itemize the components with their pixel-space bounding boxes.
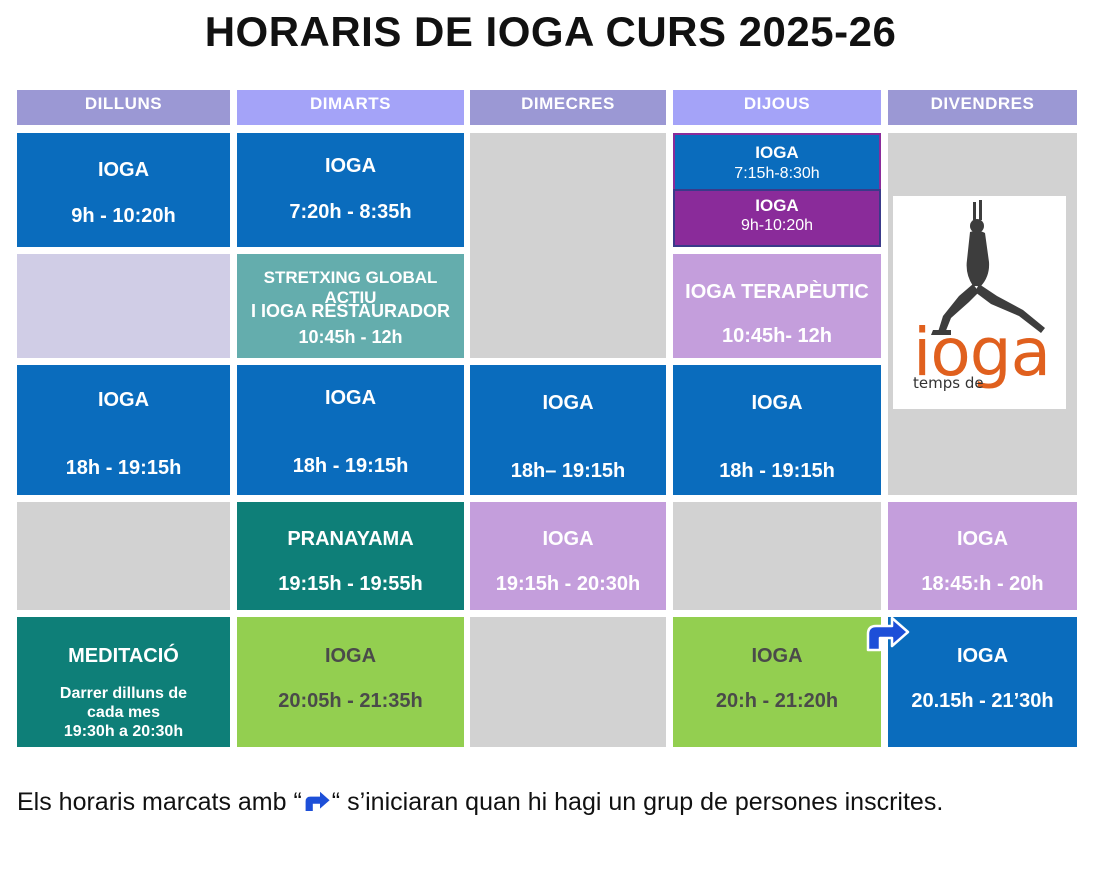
class-time: 10:45h- 12h	[721, 325, 833, 347]
class-fri-r4: IOGA 18:45:h - 20h	[888, 502, 1077, 610]
class-name: IOGA	[97, 389, 150, 411]
class-name: IOGA	[751, 392, 803, 414]
header-wednesday: DIMECRES	[470, 90, 666, 125]
empty-cell-wed-r5	[470, 617, 666, 747]
class-name: IOGA	[542, 392, 594, 414]
class-time: 20:h - 21:20h	[715, 690, 839, 712]
class-wed-r3: IOGA 18h– 19:15h	[470, 365, 666, 495]
class-time: 7:20h - 8:35h	[289, 201, 412, 223]
class-thu-r1b: IOGA 9h-10:20h	[673, 189, 881, 247]
header-friday: DIVENDRES	[888, 90, 1077, 125]
class-time: 18:45:h - 20h	[921, 573, 1044, 595]
turn-right-arrow-icon	[305, 791, 330, 811]
class-thu-r3: IOGA 18h - 19:15h	[673, 365, 881, 495]
ioga-logo: ioga temps de	[893, 196, 1066, 409]
class-name-line1: STRETXING GLOBAL ACTIU	[263, 268, 438, 307]
class-name: IOGA	[324, 387, 377, 409]
class-tue-r3: IOGA 18h - 19:15h	[237, 365, 464, 495]
class-tue-r2: STRETXING GLOBAL ACTIU I IOGA RESTAURADO…	[237, 254, 464, 358]
class-thu-r5: IOGA 20:h - 21:20h	[673, 617, 881, 747]
turn-right-arrow-icon	[866, 616, 910, 652]
class-name: IOGA	[97, 159, 150, 181]
empty-cell-mon-r2	[17, 254, 230, 358]
class-name: IOGA	[755, 143, 799, 162]
class-tue-r4: PRANAYAMA 19:15h - 19:55h	[237, 502, 464, 610]
logo-word: ioga	[913, 314, 1051, 391]
class-time: 9h-10:20h	[740, 217, 814, 234]
class-wed-r4: IOGA 19:15h - 20:30h	[470, 502, 666, 610]
class-tue-r5: IOGA 20:05h - 21:35h	[237, 617, 464, 747]
class-name: IOGA	[751, 645, 803, 667]
class-fri-r5: IOGA 20.15h - 21’30h	[888, 617, 1077, 747]
class-time: 7:15h-8:30h	[734, 165, 820, 182]
class-mon-r5: MEDITACIÓ Darrer dilluns de cada mes 19:…	[17, 617, 230, 747]
page-title: HORARIS DE IOGA CURS 2025-26	[204, 8, 897, 55]
class-name: IOGA TERAPÈUTIC	[685, 281, 869, 303]
empty-cell-mon-r4	[17, 502, 230, 610]
class-name: IOGA	[956, 528, 1009, 550]
class-name: IOGA	[542, 528, 594, 550]
class-thu-r1a: IOGA 7:15h-8:30h	[673, 133, 881, 189]
class-time: 18h– 19:15h	[510, 460, 626, 482]
class-name: PRANAYAMA	[287, 528, 414, 550]
class-name: IOGA	[755, 196, 799, 215]
class-time: 18h - 19:15h	[65, 457, 182, 479]
empty-cell-wed-r1r2	[470, 133, 666, 358]
footnote: Els horaris marcats amb “ “ s’iniciaran q…	[17, 786, 1077, 818]
logo-subtitle: temps de	[913, 374, 984, 392]
empty-cell-thu-r4	[673, 502, 881, 610]
class-name: IOGA	[324, 155, 377, 177]
header-thursday: DIJOUS	[673, 90, 881, 125]
class-thu-r2: IOGA TERAPÈUTIC 10:45h- 12h	[673, 254, 881, 358]
class-time: 19:30h a 20:30h	[63, 723, 184, 740]
class-name: IOGA	[324, 645, 377, 667]
class-time: 18h - 19:15h	[292, 455, 409, 477]
class-name: IOGA	[956, 645, 1009, 667]
footnote-after: “ s’iniciaran quan hi hagi un grup de pe…	[331, 788, 944, 816]
header-tuesday: DIMARTS	[237, 90, 464, 125]
class-name-line2: I IOGA RESTAURADOR	[250, 301, 450, 321]
header-monday: DILLUNS	[17, 90, 230, 125]
class-time: 10:45h - 12h	[298, 327, 403, 347]
class-time: 20.15h - 21’30h	[911, 690, 1054, 712]
class-mon-r3: IOGA 18h - 19:15h	[17, 365, 230, 495]
class-name: MEDITACIÓ	[68, 645, 179, 667]
class-time: 19:15h - 20:30h	[495, 573, 641, 595]
class-note-line1: Darrer dilluns de	[59, 685, 188, 702]
class-time: 18h - 19:15h	[719, 460, 835, 482]
class-time: 20:05h - 21:35h	[278, 690, 423, 712]
class-tue-r1: IOGA 7:20h - 8:35h	[237, 133, 464, 247]
footnote-before: Els horaris marcats amb “	[17, 788, 302, 816]
class-time: 19:15h - 19:55h	[278, 573, 423, 595]
class-note-line2: cada mes	[87, 704, 160, 721]
class-time: 9h - 10:20h	[71, 205, 176, 227]
class-mon-r1: IOGA 9h - 10:20h	[17, 133, 230, 247]
yogi-pose-icon	[931, 200, 1045, 335]
